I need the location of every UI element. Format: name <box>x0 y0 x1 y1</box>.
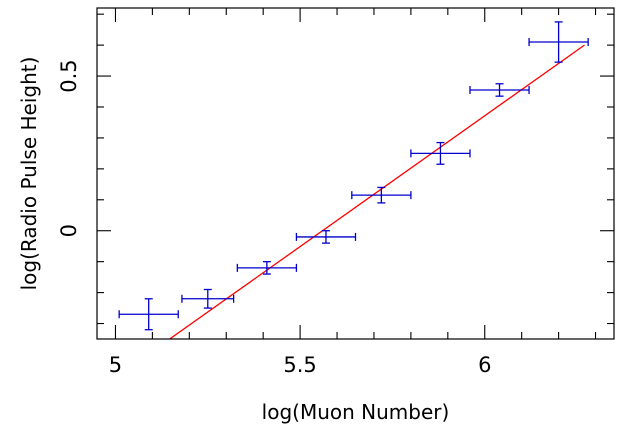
fit-line-layer <box>168 44 585 339</box>
data-point <box>236 261 298 275</box>
data-point <box>118 298 179 331</box>
x-tick-label: 6 <box>478 353 491 377</box>
data-points-layer <box>118 21 589 331</box>
fit-line <box>168 44 585 339</box>
y-tick-label: 0.5 <box>57 59 81 92</box>
data-point <box>528 21 589 63</box>
data-point <box>351 186 412 204</box>
tick-labels: 5 5.5 6 0 0.5 <box>57 59 491 377</box>
x-tick-label: 5.5 <box>283 353 316 377</box>
plot-frame <box>96 7 615 340</box>
y-axis-label: log(Radio Pulse Height) <box>17 57 41 291</box>
data-point <box>410 141 471 165</box>
data-point <box>469 83 530 97</box>
data-point <box>295 230 357 244</box>
axis-ticks <box>97 8 614 339</box>
data-point <box>181 288 235 309</box>
x-tick-label: 5 <box>109 353 122 377</box>
y-tick-label: 0 <box>57 224 81 237</box>
x-axis-label: log(Muon Number) <box>262 400 450 424</box>
